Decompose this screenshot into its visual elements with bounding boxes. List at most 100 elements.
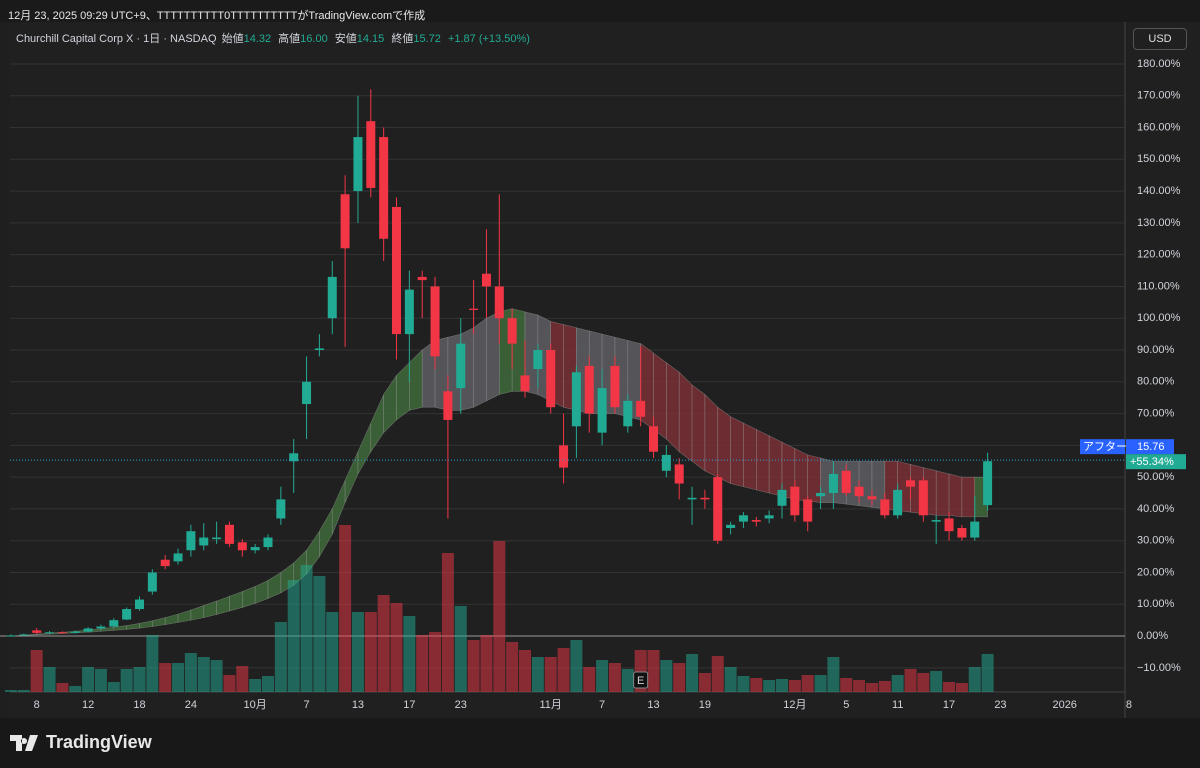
y-tick-label: 30.00% bbox=[1137, 535, 1175, 547]
y-tick-label: 150.00% bbox=[1137, 153, 1181, 165]
candle-body bbox=[687, 497, 697, 500]
y-tick-label: 50.00% bbox=[1137, 471, 1175, 483]
candle-body bbox=[392, 206, 401, 335]
volume-bar bbox=[326, 612, 339, 692]
x-tick-label: 19 bbox=[699, 699, 711, 711]
y-tick-label: 90.00% bbox=[1137, 344, 1175, 356]
x-tick-label: 17 bbox=[403, 699, 415, 711]
session-box bbox=[1080, 439, 1125, 455]
volume-bar bbox=[930, 671, 943, 692]
ma-band bbox=[691, 384, 706, 472]
candle-body bbox=[327, 276, 337, 319]
candle-body bbox=[469, 308, 479, 310]
brand-logo[interactable]: TradingView bbox=[10, 732, 152, 753]
candle-body bbox=[559, 445, 569, 468]
logo-icon bbox=[10, 734, 38, 751]
candle-body bbox=[533, 350, 543, 370]
volume-bar bbox=[788, 680, 801, 692]
symbol-legend: Churchill Capital Corp X · 1日 · NASDAQ 始… bbox=[16, 30, 534, 46]
volume-bar bbox=[17, 690, 30, 692]
candle-body bbox=[443, 391, 453, 420]
x-tick-label: 17 bbox=[943, 699, 955, 711]
candle-body bbox=[918, 480, 928, 516]
ma-band bbox=[743, 422, 757, 491]
volume-bar bbox=[300, 565, 313, 692]
candle-body bbox=[610, 365, 620, 408]
candle-body bbox=[507, 318, 517, 344]
candle-body bbox=[713, 477, 723, 541]
volume-bar bbox=[56, 683, 69, 692]
volume-bar bbox=[262, 676, 274, 692]
volume-bar bbox=[287, 580, 300, 692]
y-tick-label: 0.00% bbox=[1137, 630, 1168, 642]
candle-body bbox=[404, 289, 414, 335]
candle-body bbox=[584, 365, 594, 414]
y-tick-label: 180.00% bbox=[1137, 58, 1181, 70]
event-label: E bbox=[637, 675, 644, 687]
volume-bar bbox=[943, 682, 956, 692]
ma-band bbox=[730, 416, 744, 488]
y-tick-label: 110.00% bbox=[1137, 280, 1180, 292]
volume-bar bbox=[429, 632, 442, 692]
volume-bar bbox=[172, 663, 185, 692]
volume-bar bbox=[776, 679, 788, 692]
candle-body bbox=[135, 599, 144, 610]
ma-band bbox=[678, 371, 693, 462]
x-tick-label: 13 bbox=[352, 699, 364, 711]
y-tick-label: 120.00% bbox=[1137, 249, 1181, 261]
candle-body bbox=[880, 499, 890, 516]
volume-bar bbox=[557, 648, 570, 692]
volume-bar bbox=[891, 675, 904, 692]
candle-body bbox=[661, 454, 671, 471]
volume-bar bbox=[853, 680, 866, 692]
x-tick-label: 7 bbox=[303, 699, 309, 711]
volume-bar bbox=[673, 663, 686, 692]
volume-bar bbox=[441, 553, 454, 692]
volume-bar bbox=[313, 576, 326, 692]
volume-bar bbox=[146, 635, 159, 692]
candle-body bbox=[751, 520, 761, 522]
volume-bar bbox=[94, 669, 107, 692]
candle-body bbox=[122, 609, 132, 620]
x-tick-label: 23 bbox=[455, 699, 467, 711]
volume-bar bbox=[531, 657, 544, 692]
x-tick-label: 2026 bbox=[1052, 699, 1076, 711]
candle-body bbox=[674, 464, 684, 484]
change-label: +55.34% bbox=[1130, 456, 1174, 468]
volume-bar bbox=[159, 663, 172, 692]
volume-bar bbox=[583, 667, 596, 692]
caption: 12月 23, 2025 09:29 UTC+9、TTTTTTTTTT0TTTT… bbox=[8, 10, 426, 22]
y-tick-label: 130.00% bbox=[1137, 217, 1181, 229]
low-value: 14.15 bbox=[356, 33, 385, 45]
volume-bar bbox=[416, 635, 429, 692]
candle-body bbox=[147, 572, 157, 592]
volume-bar bbox=[827, 657, 840, 692]
volume-bar bbox=[69, 686, 82, 692]
symbol: Churchill Capital Corp X · 1日 · NASDAQ bbox=[16, 33, 217, 45]
candle-body bbox=[57, 632, 67, 634]
volume-bar bbox=[133, 667, 146, 692]
volume-bar bbox=[506, 642, 519, 692]
change: +1.87 (+13.50%) bbox=[447, 33, 530, 45]
y-tick-label: 20.00% bbox=[1137, 566, 1175, 578]
candle-body bbox=[957, 527, 967, 538]
volume-bar bbox=[840, 678, 853, 692]
volume-bar bbox=[904, 669, 917, 692]
candle-body bbox=[32, 630, 42, 633]
candle-body bbox=[70, 631, 80, 633]
currency-button[interactable]: USD bbox=[1133, 28, 1187, 50]
x-tick-label: 8 bbox=[34, 699, 40, 711]
volume-bar bbox=[184, 653, 197, 692]
candle-body bbox=[790, 486, 800, 516]
volume-bar bbox=[596, 660, 609, 692]
volume-bar bbox=[763, 680, 776, 692]
volume-bar bbox=[711, 656, 724, 692]
volume-bar bbox=[197, 657, 210, 692]
brand-name: TradingView bbox=[46, 732, 152, 752]
volume-bar bbox=[686, 654, 699, 692]
candle-body bbox=[546, 350, 556, 408]
ma-band bbox=[935, 470, 950, 516]
candle-body bbox=[430, 286, 440, 357]
ma-band bbox=[768, 435, 783, 497]
candle-body bbox=[970, 521, 980, 538]
